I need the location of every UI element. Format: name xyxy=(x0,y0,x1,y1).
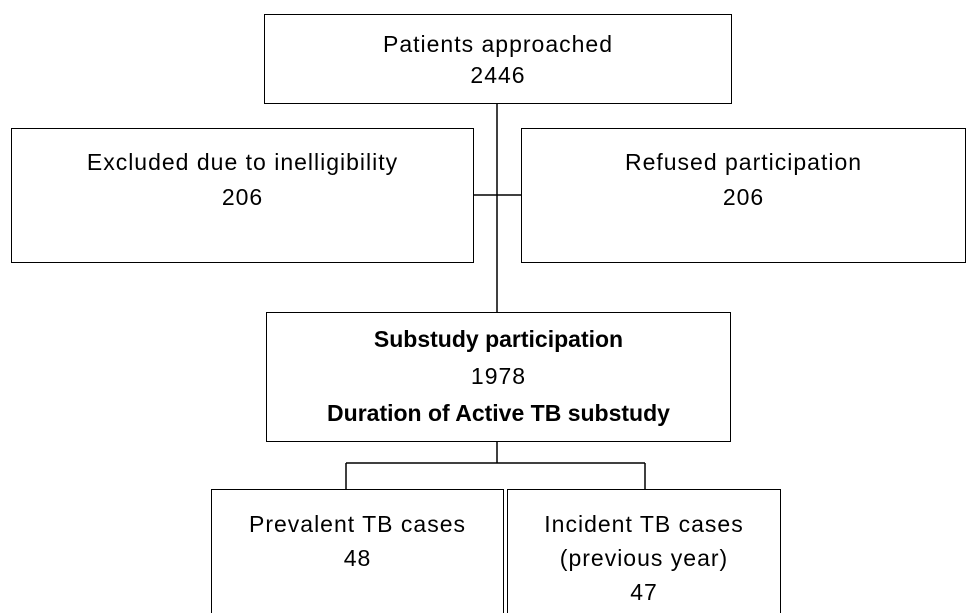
node-text: Refused participation xyxy=(624,149,863,175)
node-text: Prevalent TB cases xyxy=(248,511,466,537)
node-text: Excluded due to inelligibility xyxy=(86,149,399,175)
box-refused: Refused participation 206 xyxy=(521,128,966,263)
node-count: 2446 xyxy=(470,62,526,88)
box-substudy: Substudy participation 1978 Duration of … xyxy=(266,312,731,442)
node-count: 1978 xyxy=(470,363,527,389)
node-text: (previous year) xyxy=(559,545,729,571)
box-incident: Incident TB cases (previous year) 47 xyxy=(507,489,781,613)
node-count: 206 xyxy=(221,184,264,210)
node-text: Incident TB cases xyxy=(544,511,744,537)
node-count: 48 xyxy=(343,545,372,571)
node-count: 206 xyxy=(722,184,765,210)
box-approached: Patients approached 2446 xyxy=(264,14,732,104)
box-excluded: Excluded due to inelligibility 206 xyxy=(11,128,474,263)
node-count: 47 xyxy=(630,579,658,605)
node-title: Substudy participation xyxy=(373,326,624,352)
node-subtitle: Duration of Active TB substudy xyxy=(327,400,670,426)
node-text: Patients approached xyxy=(383,31,613,57)
box-prevalent: Prevalent TB cases 48 xyxy=(211,489,504,613)
